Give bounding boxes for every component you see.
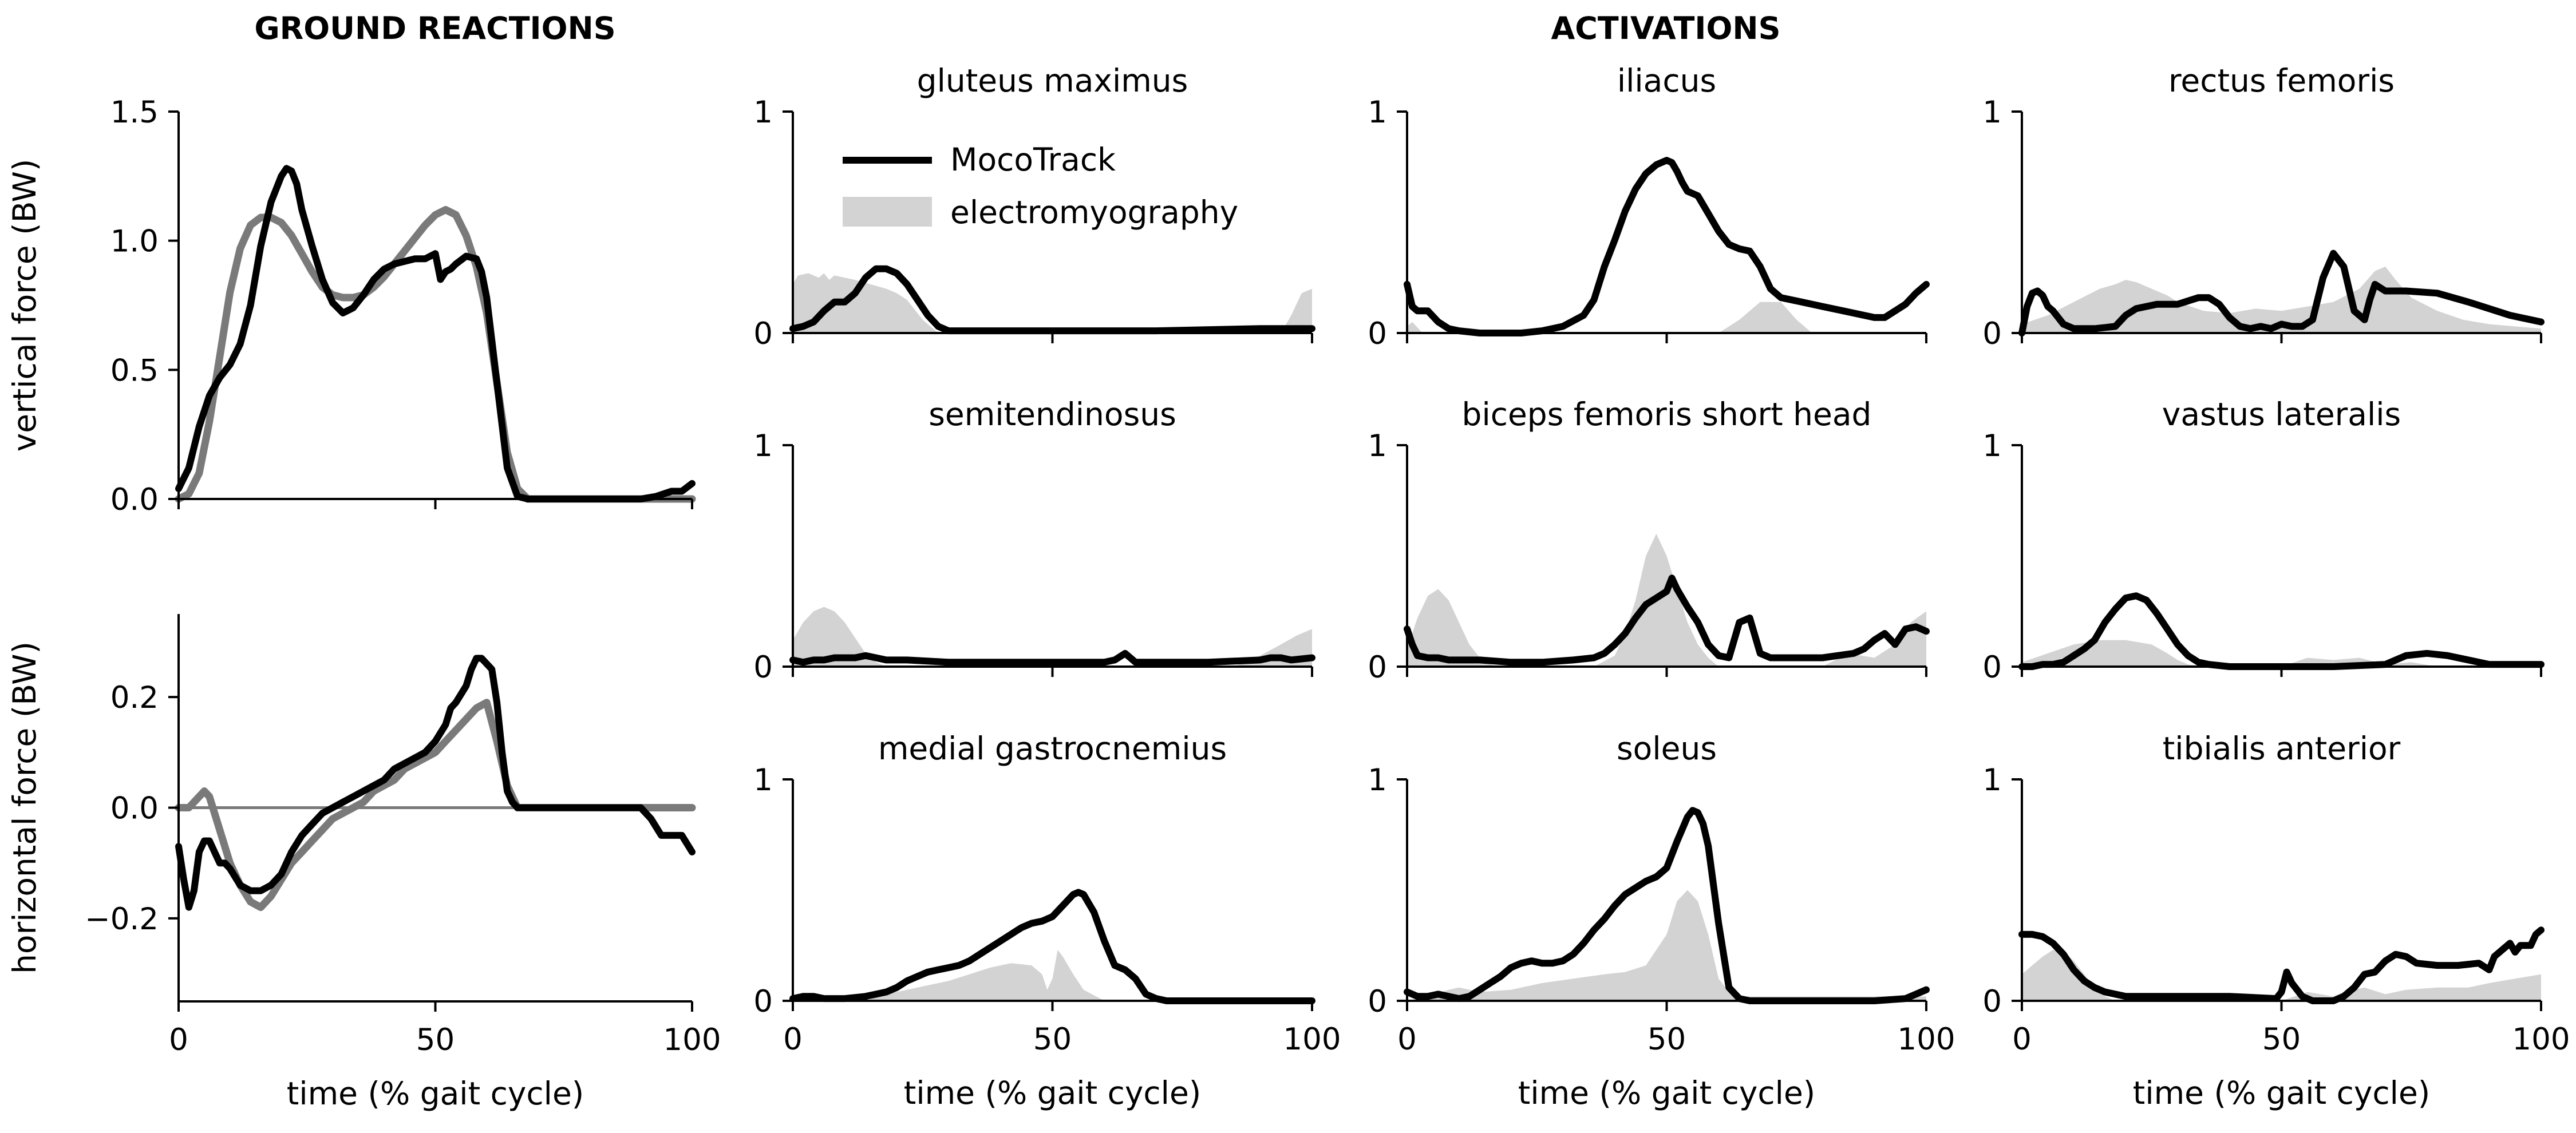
track-line (175, 165, 696, 502)
emg-area (2022, 266, 2541, 333)
panel-title: rectus femoris (2168, 62, 2395, 99)
x-tick-label: 50 (416, 1023, 455, 1057)
legend-emg-label: electromyography (950, 194, 1238, 231)
track-line (789, 265, 1315, 335)
y-tick-label: 1.0 (110, 224, 159, 259)
x-tick-label: 50 (2262, 1022, 2301, 1057)
panel-medial-gastrocnemius: 0 50 100 0 1 medial gastrocnemius time (% gait… (753, 730, 1341, 1111)
track-line (2018, 249, 2545, 336)
x-axis-label: time (% gait cycle) (904, 1075, 1202, 1111)
panel-title: iliacus (1617, 62, 1716, 99)
y-tick-label: 0.0 (110, 482, 159, 517)
x-tick-label: 100 (2512, 1022, 2570, 1057)
panel-title: semitendinosus (929, 396, 1176, 433)
y-tick-label: 0 (1368, 984, 1387, 1019)
panel-semitendinosus: 0 1 semitendinosus (753, 396, 1315, 685)
emg-area (793, 950, 1312, 1001)
y-tick-label: 0 (1368, 650, 1387, 685)
panel-iliacus: 0 1 iliacus (1368, 62, 1930, 351)
track-line (175, 655, 696, 911)
y-tick-label: 0 (1982, 650, 2002, 685)
y-tick-label: 0.5 (110, 353, 159, 388)
track-line (1404, 157, 1930, 336)
panel-title: soleus (1617, 730, 1717, 767)
emg-area (1407, 890, 1926, 1001)
x-tick-label: 100 (663, 1023, 721, 1057)
panel-tibialis-anterior: 0 50 100 0 1 tibialis anterior time (% gait cy… (1982, 730, 2570, 1111)
emg-area (2022, 950, 2541, 1001)
y-tick-label: 0 (1368, 316, 1387, 351)
x-tick-label: 50 (1647, 1022, 1686, 1057)
y-tick-label: 1 (1982, 429, 2002, 464)
y-tick-label: 1 (1982, 95, 2002, 130)
x-tick-label: 50 (1033, 1022, 1072, 1057)
y-axis-label: vertical force (BW) (6, 159, 43, 452)
panel-title: tibialis anterior (2163, 730, 2401, 767)
y-tick-label: 0 (753, 316, 773, 351)
y-tick-label: 1 (1368, 95, 1387, 130)
y-axis-label: horizontal force (BW) (6, 641, 43, 974)
panel-gluteus-maximus: 0 1 gluteus maximus (753, 62, 1315, 351)
section-title-activations: ACTIVATIONS (1551, 10, 1781, 46)
legend-track-label: MocoTrack (950, 141, 1116, 178)
y-tick-label: 1 (753, 763, 773, 798)
emg-area (2022, 640, 2541, 667)
panel-title: vastus lateralis (2162, 396, 2401, 433)
track-line (1404, 807, 1930, 1004)
panel-biceps-femoris-short-head: 0 1 biceps femoris short head (1368, 396, 1930, 685)
track-line (789, 889, 1315, 1004)
x-tick-label: 100 (1283, 1022, 1341, 1057)
emg-area (793, 273, 1312, 333)
x-tick-label: 0 (2012, 1022, 2032, 1057)
panel-vastus-lateralis: 0 1 vastus lateralis (1982, 396, 2545, 685)
y-tick-label: 0 (753, 984, 773, 1019)
panel-title: biceps femoris short head (1462, 396, 1872, 433)
y-tick-label: 1 (1982, 763, 2002, 798)
x-tick-label: 100 (1897, 1022, 1955, 1057)
x-axis-label: time (% gait cycle) (2133, 1075, 2431, 1111)
y-tick-label: 0.2 (110, 680, 159, 715)
track-line (789, 649, 1315, 666)
y-tick-label: 1 (1368, 763, 1387, 798)
x-axis-label: time (% gait cycle) (287, 1075, 584, 1112)
panel-rectus-femoris: 0 1 rectus femoris (1982, 62, 2545, 351)
y-tick-label: −0.2 (85, 902, 159, 937)
track-line (2018, 592, 2545, 670)
y-tick-label: 0 (1982, 984, 2002, 1019)
panel-soleus: 0 50 100 0 1 soleus time (% gait cycle) (1368, 730, 1955, 1111)
y-tick-label: 0.0 (110, 791, 159, 826)
y-tick-label: 0 (1982, 316, 2002, 351)
section-title-ground-reactions: GROUND REACTIONS (254, 10, 615, 46)
experimental-line (175, 699, 696, 912)
emg-area (1281, 288, 1312, 333)
track-line (1404, 575, 1930, 666)
x-tick-label: 0 (169, 1023, 188, 1057)
panel-horizontal-force: 0 50 100 −0.2 0.0 0.2 time (% gait cycle) horiz… (6, 614, 721, 1112)
y-tick-label: 0 (753, 650, 773, 685)
panel-title: medial gastrocnemius (878, 730, 1227, 767)
y-tick-label: 1.5 (110, 95, 159, 130)
y-tick-label: 1 (753, 95, 773, 130)
panel-vertical-force: 0.0 0.5 1.0 1.5 vertical force (BW) (6, 95, 696, 517)
emg-area (1407, 533, 1926, 667)
y-tick-label: 1 (753, 429, 773, 464)
y-tick-label: 1 (1368, 429, 1387, 464)
legend-emg-swatch (843, 197, 932, 227)
emg-area (1407, 302, 1926, 333)
legend: MocoTrack electromyography (843, 141, 1238, 231)
x-tick-label: 0 (783, 1022, 803, 1057)
x-tick-label: 0 (1397, 1022, 1417, 1057)
panel-title: gluteus maximus (917, 62, 1188, 99)
x-axis-label: time (% gait cycle) (1518, 1075, 1816, 1111)
